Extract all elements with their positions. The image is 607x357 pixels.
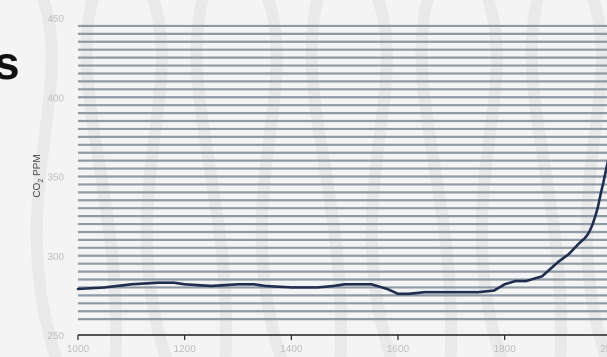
y-tick-label: 400	[47, 93, 64, 104]
y-axis-label-group: CO2 PPM	[32, 154, 45, 197]
series-group	[76, 159, 607, 296]
y-axis-label-subscript: 2	[38, 179, 45, 183]
x-tick-label: 1600	[387, 344, 410, 355]
y-tick-label: 250	[47, 331, 64, 342]
gridlines	[78, 24, 607, 321]
y-axis-label: CO2 PPM	[32, 154, 45, 197]
x-tick-label: 1200	[174, 344, 197, 355]
y-tick-label: 350	[47, 173, 64, 184]
x-tick-label: 1400	[280, 344, 303, 355]
series-line	[76, 159, 607, 296]
x-tick-label: 1000	[67, 344, 90, 355]
x-tick-label: 2000	[600, 344, 607, 355]
y-tick-label: 300	[47, 252, 64, 263]
y-axis-label-suffix: PPM	[32, 154, 43, 178]
y-tick-label: 450	[47, 14, 64, 25]
x-tick-label: 1800	[494, 344, 517, 355]
y-axis-label-main: CO	[32, 182, 43, 197]
y-tick-labels: 250 300 350 400 450	[47, 14, 64, 342]
cropped-title-fragment: s	[0, 37, 20, 89]
background-swirl	[30, 0, 63, 357]
x-axis	[77, 334, 607, 340]
x-tick-labels: 1000 1200 1400 1600 1800 2000	[67, 344, 607, 355]
